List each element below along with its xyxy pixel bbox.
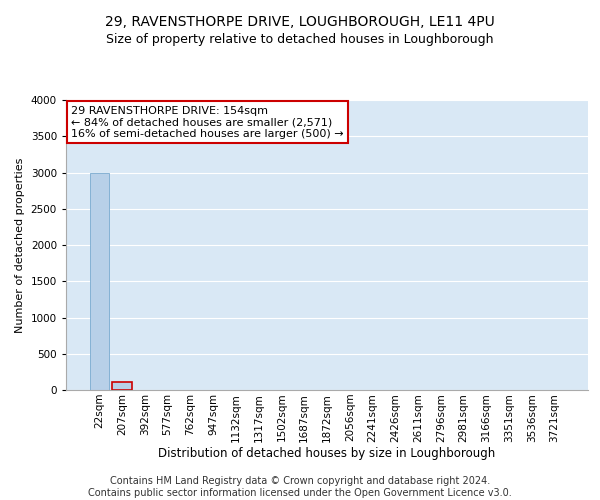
Bar	[90, 172, 109, 390]
X-axis label: Distribution of detached houses by size in Loughborough: Distribution of detached houses by size …	[158, 447, 496, 460]
Text: 29, RAVENSTHORPE DRIVE, LOUGHBOROUGH, LE11 4PU: 29, RAVENSTHORPE DRIVE, LOUGHBOROUGH, LE…	[105, 15, 495, 29]
Text: Contains HM Land Registry data © Crown copyright and database right 2024.
Contai: Contains HM Land Registry data © Crown c…	[88, 476, 512, 498]
Y-axis label: Number of detached properties: Number of detached properties	[15, 158, 25, 332]
Bar	[112, 382, 132, 390]
Text: 29 RAVENSTHORPE DRIVE: 154sqm
← 84% of detached houses are smaller (2,571)
16% o: 29 RAVENSTHORPE DRIVE: 154sqm ← 84% of d…	[71, 106, 344, 139]
Text: Size of property relative to detached houses in Loughborough: Size of property relative to detached ho…	[106, 32, 494, 46]
